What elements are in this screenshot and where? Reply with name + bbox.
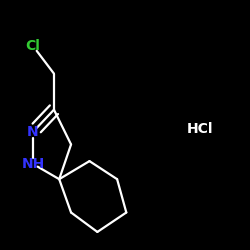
- Text: Cl: Cl: [26, 39, 40, 53]
- Text: NH: NH: [21, 157, 44, 171]
- Text: N: N: [27, 125, 39, 139]
- Text: HCl: HCl: [187, 122, 213, 136]
